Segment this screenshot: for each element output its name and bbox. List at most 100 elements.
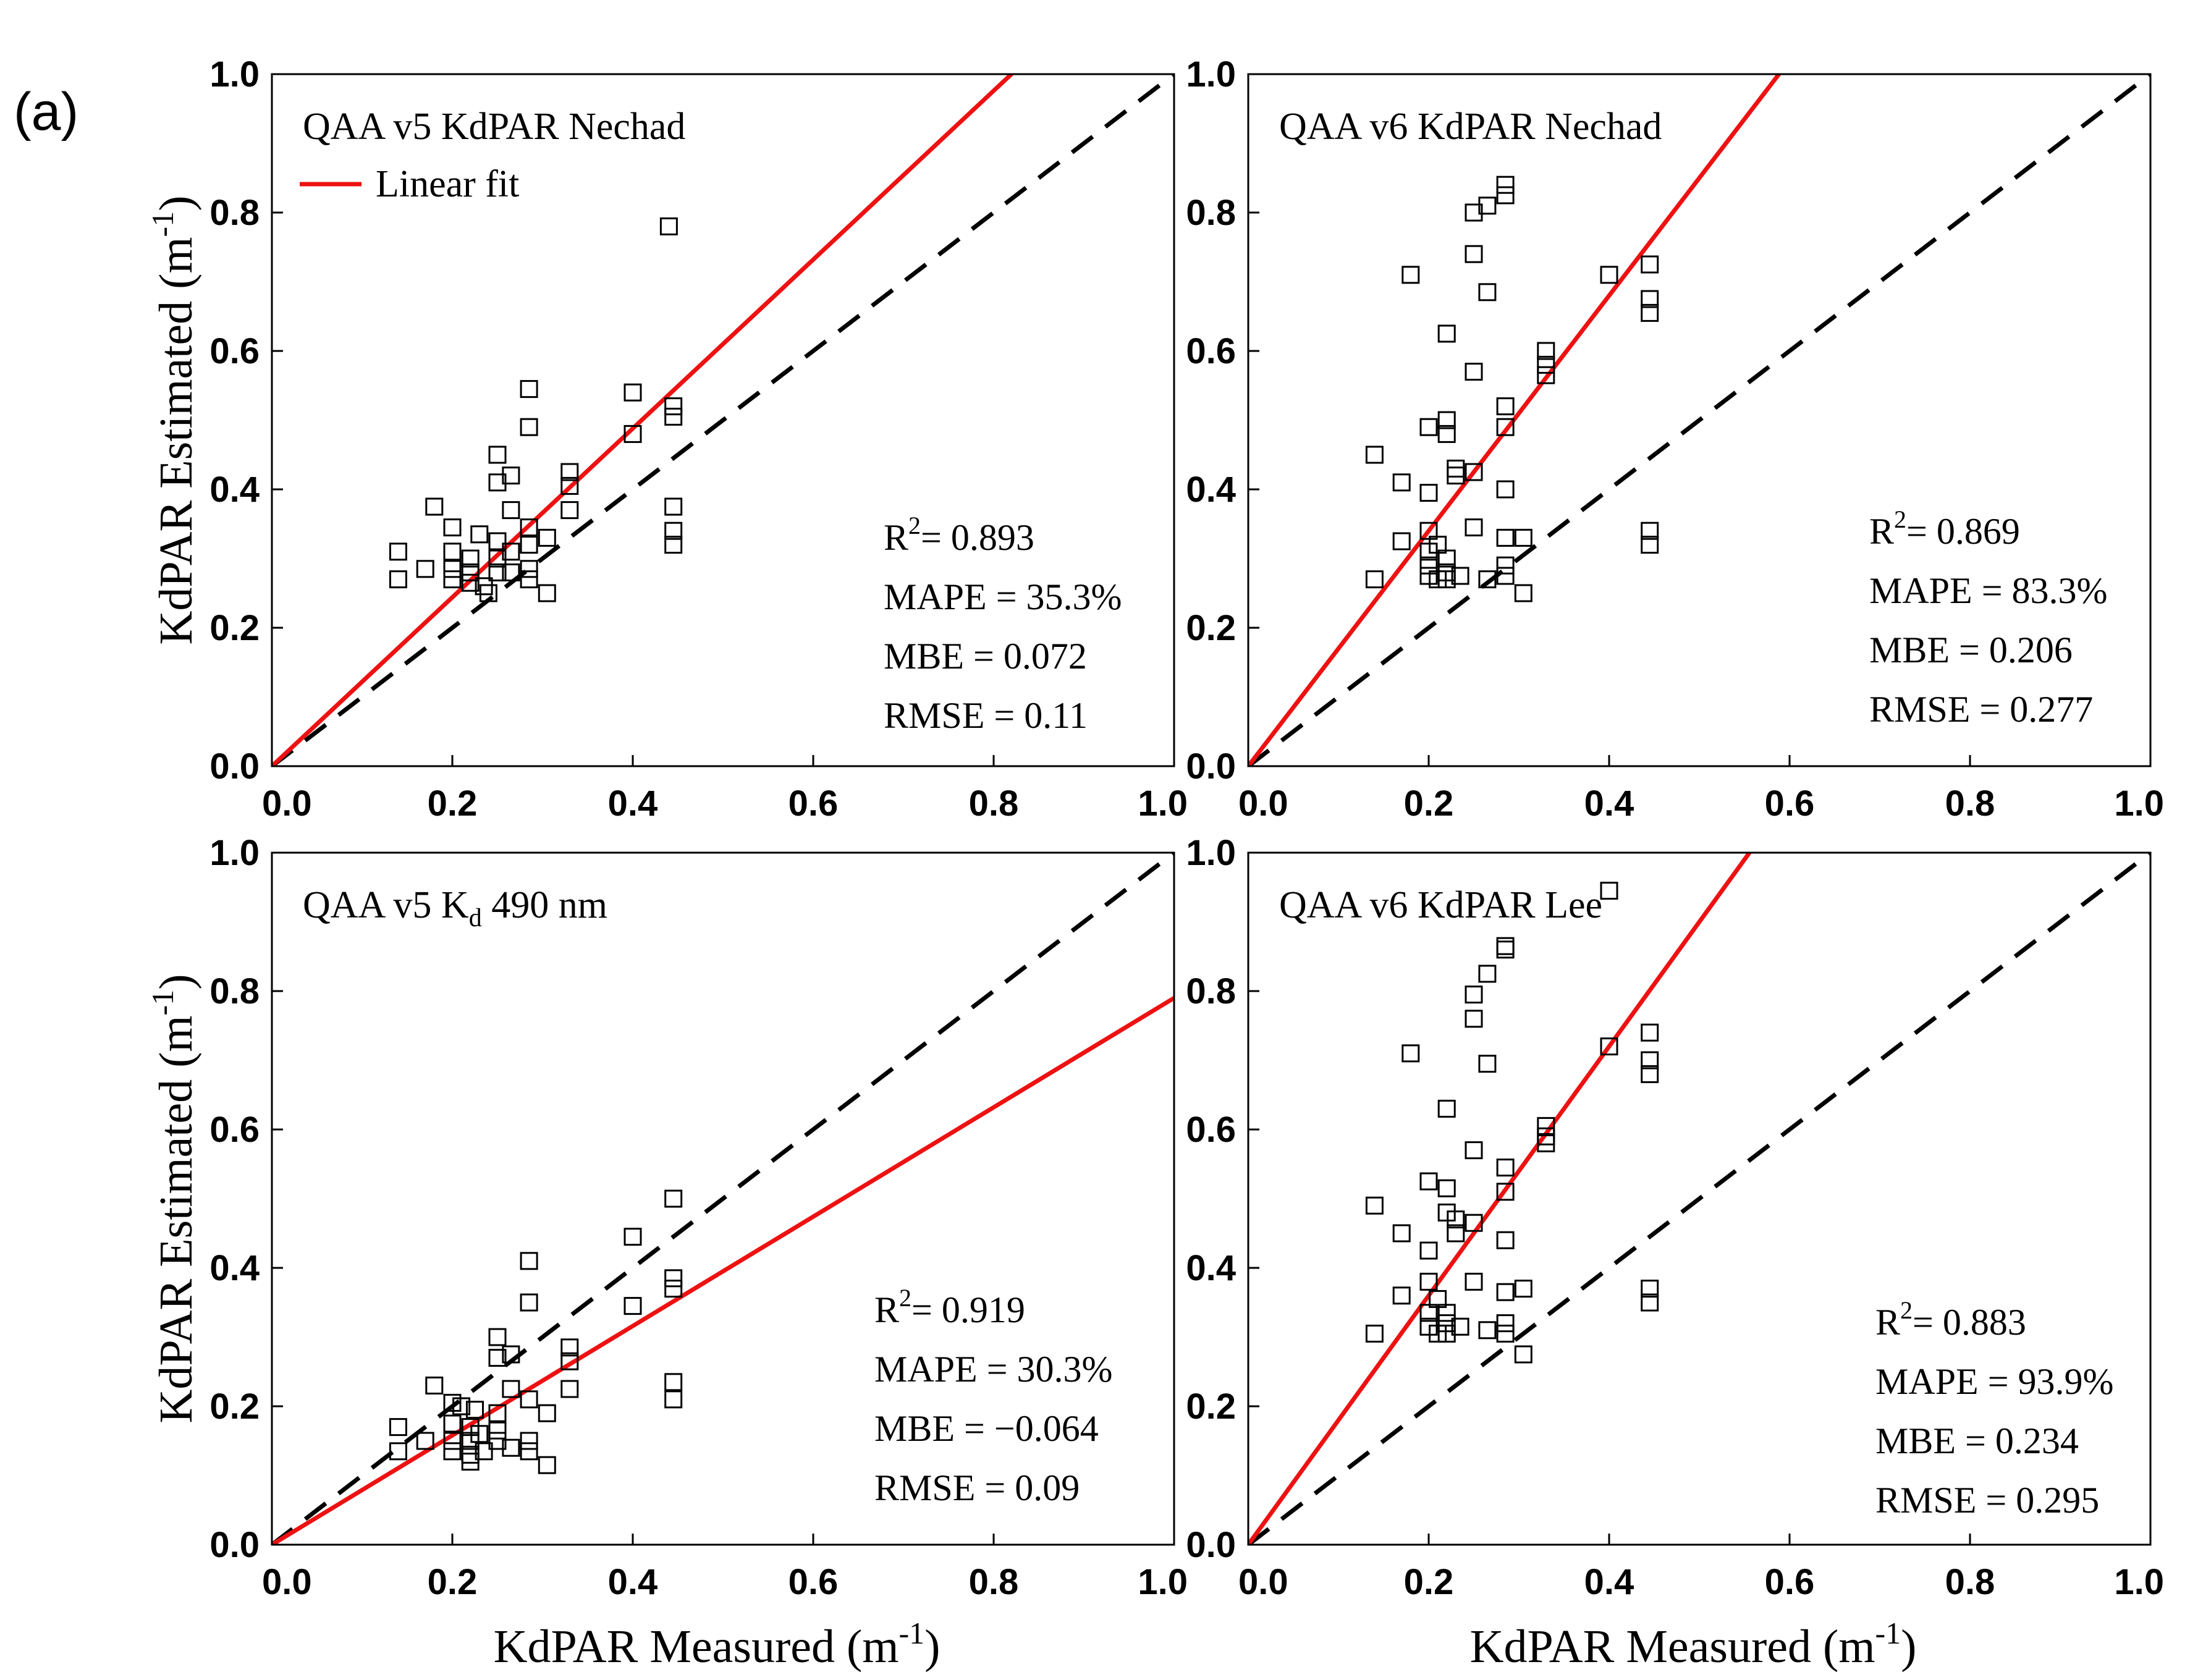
- chart-title: QAA v6 KdPAR Nechad: [1279, 106, 1662, 148]
- data-point: [502, 1380, 520, 1398]
- data-point: [1478, 570, 1497, 589]
- data-point: [560, 476, 579, 495]
- chart-panel-3: 0.0 0.2 0.4 0.6 0.8 1.0 0.0 0.2 0.4 0.6 0.8 1.0 QAA …: [145, 833, 1188, 1673]
- data-point: [538, 1404, 556, 1422]
- data-point: [520, 570, 538, 589]
- data-point: [1465, 245, 1483, 263]
- data-point: [389, 542, 407, 561]
- data-point: [520, 380, 538, 399]
- data-point: [1465, 463, 1483, 481]
- y-tick-label: 1.0: [1186, 833, 1236, 873]
- one-to-one-line: [1248, 74, 2150, 766]
- y-tick-label: 0.0: [1186, 746, 1236, 787]
- data-point: [1496, 480, 1515, 499]
- data-point: [1437, 549, 1456, 568]
- data-point: [502, 1438, 520, 1457]
- data-point: [1419, 567, 1438, 585]
- data-point: [1365, 1324, 1384, 1343]
- data-point: [1365, 1196, 1384, 1215]
- data-point: [502, 563, 520, 581]
- stat-mbe: MBE = 0.072: [884, 636, 1087, 677]
- y-tick-label: 0.4: [1186, 1248, 1236, 1288]
- data-point: [1419, 1304, 1438, 1322]
- y-tick-label: 0.8: [1186, 971, 1236, 1011]
- data-point: [664, 521, 683, 540]
- data-point: [1641, 255, 1659, 274]
- x-tick-label: 0.6: [1765, 1562, 1815, 1602]
- data-point: [479, 584, 497, 602]
- data-point: [443, 518, 462, 537]
- x-tick-label: 0.0: [262, 1562, 312, 1602]
- data-point: [520, 1252, 538, 1270]
- y-tick-label: 0.0: [209, 1525, 260, 1565]
- data-point: [1537, 1116, 1555, 1135]
- data-point: [1465, 1010, 1483, 1028]
- data-point: [1365, 445, 1384, 464]
- data-point: [538, 528, 556, 547]
- data-point: [1641, 1023, 1659, 1042]
- data-point: [1496, 937, 1515, 955]
- data-point: [1419, 1272, 1438, 1291]
- stat-mape: MAPE = 30.3%: [874, 1349, 1113, 1390]
- x-axis-label: KdPAR Measured (m-1): [494, 1616, 941, 1673]
- stat-rmse: RMSE = 0.11: [884, 695, 1088, 736]
- y-tick-label: 0.4: [1186, 470, 1236, 510]
- stat-r2: R2= 0.893: [884, 512, 1034, 558]
- data-point: [538, 1456, 556, 1474]
- data-point: [488, 1349, 507, 1367]
- data-point: [1496, 567, 1515, 585]
- data-point: [425, 1376, 444, 1395]
- data-point: [1496, 1231, 1515, 1249]
- data-point: [488, 1328, 507, 1346]
- data-point: [1465, 203, 1483, 222]
- data-point: [1537, 355, 1555, 374]
- data-point: [1465, 518, 1483, 537]
- data-point: [1447, 1210, 1465, 1229]
- x-tick-label: 0.6: [788, 783, 839, 824]
- data-point: [1451, 567, 1469, 585]
- data-point: [664, 1269, 683, 1288]
- data-point: [1465, 1272, 1483, 1291]
- one-to-one-line: [1248, 853, 2150, 1545]
- y-tick-label: 0.4: [209, 470, 260, 510]
- data-point: [560, 1338, 579, 1357]
- data-point: [1514, 1345, 1532, 1364]
- data-point: [1478, 1321, 1497, 1340]
- data-point: [520, 418, 538, 436]
- data-point: [664, 1373, 683, 1391]
- data-point: [664, 1189, 683, 1208]
- data-point: [1447, 1224, 1465, 1243]
- data-point: [488, 473, 507, 492]
- one-to-one-line: [272, 853, 1174, 1545]
- data-point: [1641, 536, 1659, 554]
- data-point: [1641, 303, 1659, 322]
- plot-frame: [1247, 73, 2152, 767]
- data-point: [1419, 484, 1438, 502]
- data-point: [488, 532, 507, 551]
- data-point: [1419, 521, 1438, 540]
- data-point: [664, 497, 683, 516]
- stat-mape: MAPE = 35.3%: [884, 576, 1122, 617]
- stat-mbe: MBE = 0.206: [1869, 630, 2073, 670]
- x-tick-label: 0.8: [1945, 1562, 1995, 1602]
- data-point: [1641, 1280, 1659, 1298]
- data-point: [1496, 1183, 1515, 1201]
- x-tick-label: 1.0: [1138, 1562, 1188, 1602]
- data-point: [624, 1297, 642, 1315]
- data-point: [443, 560, 462, 578]
- data-point: [1419, 1241, 1438, 1260]
- data-point: [1641, 521, 1659, 540]
- chart-panel-4: 0.0 0.2 0.4 0.6 0.8 1.0 0.0 0.2 0.4 0.6 0.8 1.0 QAA …: [1186, 833, 2164, 1673]
- data-point: [520, 536, 538, 554]
- data-point: [1429, 536, 1447, 554]
- data-point: [1600, 1037, 1618, 1056]
- data-point: [1437, 1314, 1456, 1333]
- data-point: [1478, 196, 1497, 215]
- data-point: [664, 1280, 683, 1298]
- data-point: [461, 563, 480, 581]
- x-tick-label: 0.2: [428, 783, 478, 824]
- linear-fit-line: [1248, 853, 1752, 1545]
- data-point: [1537, 366, 1555, 384]
- data-point: [560, 463, 579, 481]
- data-point: [425, 497, 444, 516]
